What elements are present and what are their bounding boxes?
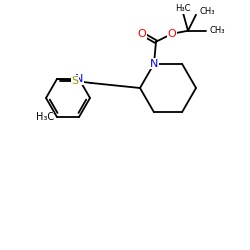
Text: O: O [138, 29, 146, 39]
Text: H₃C: H₃C [175, 4, 191, 13]
Text: CH₃: CH₃ [199, 7, 214, 16]
Text: S: S [72, 76, 78, 86]
Text: N: N [150, 59, 158, 69]
Text: O: O [168, 29, 176, 39]
Text: H₃C: H₃C [36, 112, 54, 122]
Text: N: N [75, 74, 83, 84]
Text: CH₃: CH₃ [209, 26, 224, 35]
